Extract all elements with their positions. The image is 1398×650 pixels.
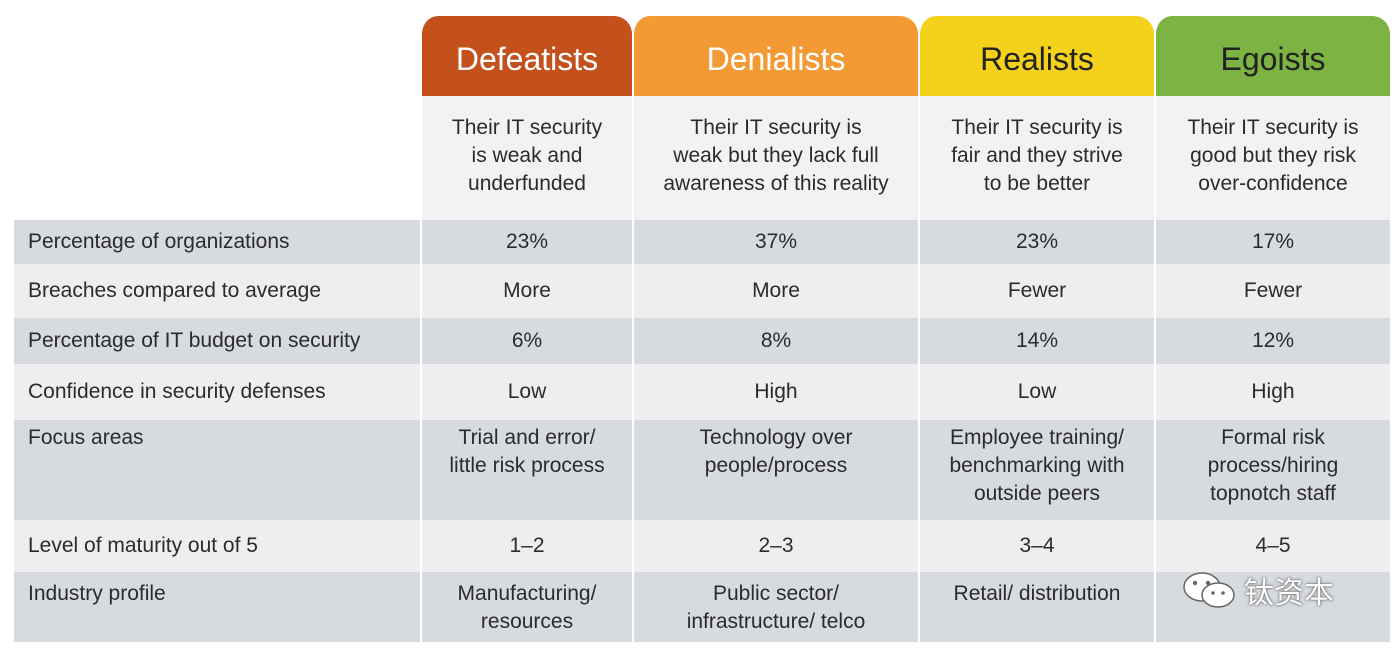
table-cell: 6% [420, 318, 632, 364]
description-row: Their IT security is weak and underfunded … [14, 96, 1390, 220]
table-cell: More [420, 264, 632, 318]
table-row: Focus areas Trial and error/little risk … [14, 420, 1390, 520]
table-cell: 17% [1154, 220, 1390, 264]
table-cell: 8% [632, 318, 918, 364]
table-cell: Technology over people/process [632, 420, 918, 520]
row-label: Focus areas [14, 420, 420, 520]
table-cell: Employee training/benchmarking with outsi… [918, 420, 1154, 520]
table-cell: Fewer [918, 264, 1154, 318]
table-cell: Low [420, 364, 632, 420]
column-header-realists: Realists [918, 16, 1154, 96]
table-row: Industry profile Manufacturing/resources… [14, 572, 1390, 642]
table-cell: Low [918, 364, 1154, 420]
row-label: Percentage of organizations [14, 220, 420, 264]
table-row: Breaches compared to average More More F… [14, 264, 1390, 318]
table-row: Confidence in security defenses Low High… [14, 364, 1390, 420]
description-denialists: Their IT security is weak but they lack f… [632, 96, 918, 220]
column-header-egoists: Egoists [1154, 16, 1390, 96]
table-cell: Trial and error/little risk process [420, 420, 632, 520]
table-cell: 12% [1154, 318, 1390, 364]
table-cell: 37% [632, 220, 918, 264]
wechat-icon [1183, 572, 1235, 608]
table-cell: More [632, 264, 918, 318]
header-row: Defeatists Denialists Realists Egoists [14, 16, 1390, 96]
watermark-text: 钛资本 [1244, 577, 1334, 610]
row-label: Percentage of IT budget on security [14, 318, 420, 364]
row-label: Breaches compared to average [14, 264, 420, 318]
table-cell: 2–3 [632, 520, 918, 572]
table-row: Percentage of IT budget on security 6% 8… [14, 318, 1390, 364]
table-cell: 4–5 [1154, 520, 1390, 572]
description-spacer [14, 96, 420, 220]
table-cell: 1–2 [420, 520, 632, 572]
description-realists: Their IT security is fair and they strive… [918, 96, 1154, 220]
table-cell: 23% [420, 220, 632, 264]
column-header-denialists: Denialists [632, 16, 918, 96]
row-label: Confidence in security defenses [14, 364, 420, 420]
table-cell: Retail/ distribution [918, 572, 1154, 642]
watermark: 钛资本 [1180, 568, 1334, 612]
header-spacer [14, 16, 420, 96]
table-cell: 23% [918, 220, 1154, 264]
table-cell: Manufacturing/resources [420, 572, 632, 642]
table-cell: 3–4 [918, 520, 1154, 572]
table-row: Percentage of organizations 23% 37% 23% … [14, 220, 1390, 264]
table-cell: Public sector/infrastructure/ telco [632, 572, 918, 642]
table-cell: 14% [918, 318, 1154, 364]
table-row: Level of maturity out of 5 1–2 2–3 3–4 4… [14, 520, 1390, 572]
row-label: Level of maturity out of 5 [14, 520, 420, 572]
description-defeatists: Their IT security is weak and underfunded [420, 96, 632, 220]
table-cell: Fewer [1154, 264, 1390, 318]
column-header-defeatists: Defeatists [420, 16, 632, 96]
description-egoists: Their IT security is good but they risk ov… [1154, 96, 1390, 220]
comparison-table: Defeatists Denialists Realists Egoists T… [14, 16, 1390, 642]
table-cell: Formal risk process/hiring topnotch staff [1154, 420, 1390, 520]
row-label: Industry profile [14, 572, 420, 642]
table-cell: High [632, 364, 918, 420]
table-cell: High [1154, 364, 1390, 420]
